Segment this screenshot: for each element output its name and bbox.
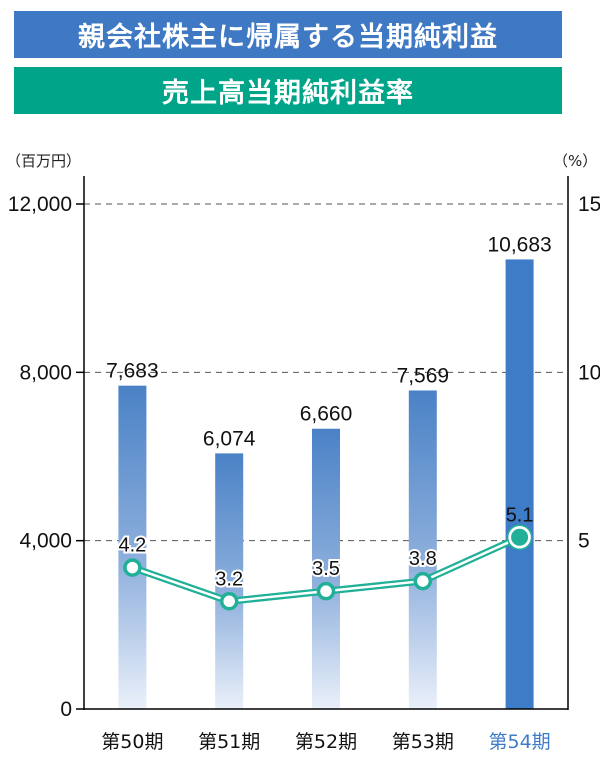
rate-point xyxy=(123,558,142,577)
bar-第50期 xyxy=(118,385,147,709)
chart-title-net-income: 親会社株主に帰属する当期純利益 xyxy=(14,11,562,58)
right-axis-unit: （%） xyxy=(553,152,597,170)
chart-title-net-margin: 売上高当期純利益率 xyxy=(14,67,562,114)
rate-value-label: 3.8 xyxy=(409,548,437,570)
bar-value-label: 10,683 xyxy=(487,233,551,256)
bar-value-label: 6,660 xyxy=(300,403,353,426)
left-tick-label: 4,000 xyxy=(19,530,72,553)
right-tick-label: 5 xyxy=(578,530,590,553)
category-label: 第54期 xyxy=(489,731,551,753)
rate-value-label: 4.2 xyxy=(118,535,146,557)
right-tick-label: 10 xyxy=(578,361,600,384)
rate-value-label: 3.5 xyxy=(312,558,340,580)
bar-第51期 xyxy=(215,453,244,709)
rate-point xyxy=(219,592,239,611)
bar-第54期 xyxy=(505,259,534,709)
rate-point xyxy=(316,581,336,601)
left-tick-label: 8,000 xyxy=(19,361,72,384)
right-tick-label: 15 xyxy=(578,193,600,216)
bar-value-label: 6,074 xyxy=(203,427,256,450)
left-axis-unit: （百万円） xyxy=(6,152,81,170)
category-label: 第50期 xyxy=(101,731,163,753)
category-label: 第52期 xyxy=(295,731,357,753)
rate-point xyxy=(508,525,532,549)
category-label: 第51期 xyxy=(198,731,260,753)
bar-value-label: 7,569 xyxy=(397,364,450,387)
left-tick-label: 12,000 xyxy=(8,193,72,216)
rate-point xyxy=(413,571,433,591)
rate-value-label: 3.2 xyxy=(215,568,243,590)
rate-point-ring xyxy=(506,524,533,551)
bar-第52期 xyxy=(312,428,340,709)
rate-value-label: 5.1 xyxy=(506,504,534,526)
bar-第53期 xyxy=(408,390,437,709)
category-label: 第53期 xyxy=(392,731,454,753)
left-tick-label: 0 xyxy=(60,698,72,721)
bar-value-label: 7,683 xyxy=(106,360,159,383)
